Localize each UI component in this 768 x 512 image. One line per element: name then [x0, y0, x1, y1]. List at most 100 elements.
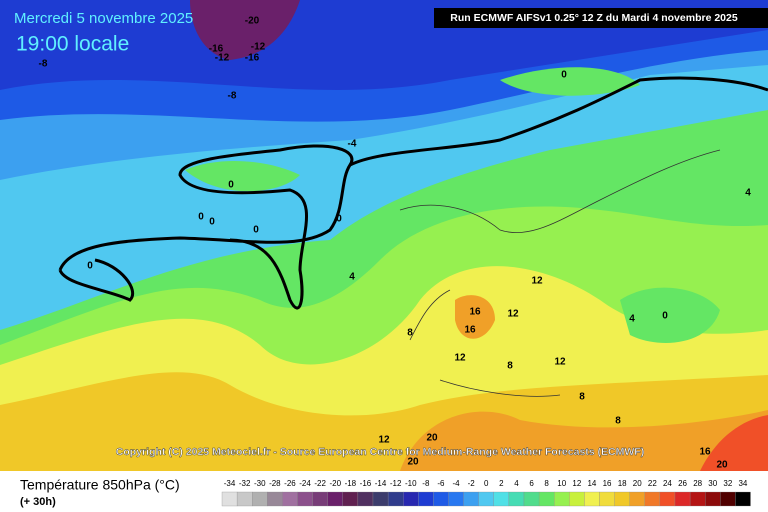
contour-label: -8	[39, 59, 48, 70]
scale-swatch	[221, 491, 238, 507]
scale-label: -6	[437, 479, 445, 488]
scale-swatch	[297, 491, 313, 507]
scale-swatch	[448, 491, 464, 507]
scale-label: -34	[224, 479, 236, 488]
contour-label: -20	[245, 16, 260, 27]
scale-label: -22	[314, 479, 326, 488]
scale-swatch	[236, 491, 253, 507]
contour-label: 12	[531, 276, 543, 287]
scale-swatch	[554, 491, 570, 507]
scale-label: 10	[557, 479, 566, 488]
contour-label: 16	[464, 325, 476, 336]
temp-band	[185, 160, 300, 192]
contour-label: -12	[215, 53, 230, 64]
scale-swatch	[327, 491, 343, 507]
scale-label: 8	[544, 479, 549, 488]
scale-swatch	[342, 491, 359, 507]
temp-band	[500, 67, 640, 96]
scale-label: 20	[633, 479, 642, 488]
contour-label: 0	[198, 212, 204, 223]
scale-label: -18	[345, 479, 357, 488]
contour-label: 0	[87, 261, 93, 272]
scale-label: -32	[239, 479, 251, 488]
scale-label: 18	[618, 479, 627, 488]
contour-label: -16	[245, 53, 260, 64]
coastline	[399, 149, 721, 397]
contour-label: 4	[745, 188, 751, 199]
scale-label: -16	[360, 479, 372, 488]
contour-label: 20	[407, 457, 419, 468]
contour-label: 4	[349, 272, 355, 283]
temp-band	[400, 410, 768, 471]
scale-swatch	[403, 491, 419, 507]
scale-label: -20	[329, 479, 341, 488]
scale-label: 16	[603, 479, 612, 488]
temp-band	[620, 287, 720, 343]
scale-swatch	[674, 491, 691, 507]
contour-label: 0	[336, 214, 342, 225]
scale-label: 34	[738, 479, 747, 488]
scale-label: 2	[499, 479, 504, 488]
scale-swatch	[433, 491, 449, 507]
scale-label: 6	[529, 479, 534, 488]
scale-label: -8	[422, 479, 430, 488]
contour-label: 0	[228, 180, 234, 191]
scale-label: 14	[587, 479, 596, 488]
contour-label: -16	[209, 44, 224, 55]
contour-label: 12	[507, 309, 519, 320]
scale-label: -4	[452, 479, 460, 488]
contour-label: 4	[629, 314, 635, 325]
scale-swatch	[387, 491, 404, 507]
scale-swatch	[493, 491, 510, 507]
scale-swatch	[418, 491, 434, 507]
scale-swatch	[614, 491, 630, 507]
scale-swatch	[267, 491, 283, 507]
contour-label: 8	[507, 361, 513, 372]
scale-label: 4	[514, 479, 519, 488]
contour-label: 0	[209, 217, 215, 228]
scale-swatch	[720, 491, 736, 507]
scale-swatch	[735, 491, 751, 507]
scale-label: -14	[375, 479, 387, 488]
contour-label: 16	[699, 447, 711, 458]
contour-label: 8	[579, 392, 585, 403]
run-banner	[434, 8, 768, 28]
contour-label: 8	[615, 416, 621, 427]
local-time: 19:00 locale	[16, 33, 129, 56]
scale-label: 32	[723, 479, 732, 488]
map	[0, 0, 768, 471]
contour-label: -4	[348, 139, 357, 150]
scale-swatch	[584, 491, 600, 507]
scale-swatch	[523, 491, 540, 507]
zero-contour	[58, 76, 768, 310]
temp-band	[455, 295, 495, 339]
scale-label: -12	[390, 479, 402, 488]
legend-title: Température 850hPa (°C)	[20, 477, 180, 493]
contour-label: -12	[251, 42, 266, 53]
contour-label: 12	[554, 357, 566, 368]
contour-label: -8	[228, 91, 237, 102]
scale-label: -24	[299, 479, 311, 488]
scale-swatch	[629, 491, 645, 507]
scale-label: 26	[678, 479, 687, 488]
contour-label: 20	[426, 433, 438, 444]
scale-label: -28	[269, 479, 281, 488]
scale-swatch	[312, 491, 328, 507]
scale-swatch	[357, 491, 374, 507]
scale-swatch	[599, 491, 615, 507]
contour-label: 12	[378, 435, 390, 446]
copyright: Copyright (C) 2025 Meteociel.fr - Source…	[116, 446, 644, 458]
scale-swatch	[372, 491, 389, 507]
legend-subtitle: (+ 30h)	[20, 496, 56, 508]
contour-label: 0	[662, 311, 668, 322]
contour-label: 20	[716, 460, 728, 471]
scale-swatch	[659, 491, 676, 507]
scale-label: 0	[484, 479, 489, 488]
scale-label: 22	[648, 479, 657, 488]
run-info: Run ECMWF AIFSv1 0.25° 12 Z du Mardi 4 n…	[450, 12, 738, 24]
scale-swatch	[705, 491, 721, 507]
scale-label: 12	[572, 479, 581, 488]
